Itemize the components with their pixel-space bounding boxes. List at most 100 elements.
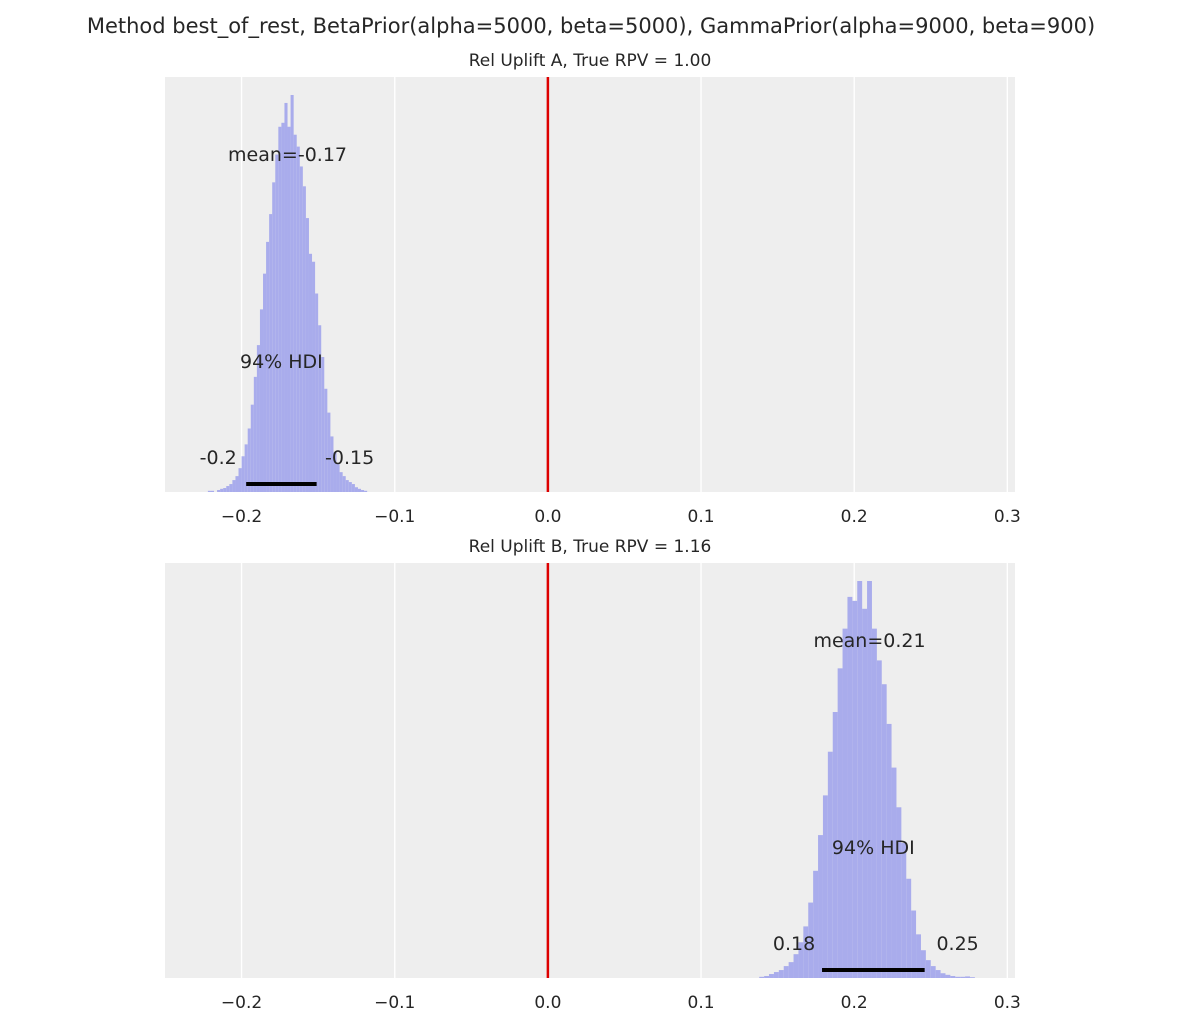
histogram-bar xyxy=(911,910,917,978)
x-tick-label: −0.2 xyxy=(221,507,262,527)
histogram-bar xyxy=(827,751,833,978)
histogram-bar xyxy=(305,218,309,492)
histogram-bar xyxy=(950,976,956,978)
histogram-bar xyxy=(769,974,774,978)
x-tick-label: −0.1 xyxy=(374,993,415,1013)
histogram-bar xyxy=(210,490,215,492)
histogram-bar xyxy=(345,480,349,492)
histogram-bar xyxy=(287,126,291,492)
x-axis-ticks: −0.2 −0.1 0.0 0.1 0.2 0.3 xyxy=(221,507,1021,527)
x-tick-label: 0.1 xyxy=(688,507,715,527)
histogram-bar xyxy=(925,960,931,978)
histogram-bar xyxy=(788,962,794,978)
mean-label: mean=0.21 xyxy=(813,630,925,652)
histogram-bar xyxy=(852,600,858,978)
histogram-bar xyxy=(955,976,961,978)
histogram-bar xyxy=(241,456,245,492)
histogram-bar xyxy=(935,970,941,978)
histogram-bar xyxy=(965,976,970,978)
histogram-bar xyxy=(253,376,257,492)
histogram-bar xyxy=(342,476,346,492)
histogram-bar xyxy=(226,486,230,492)
histogram-bar xyxy=(773,972,779,978)
histogram-bar xyxy=(315,293,319,492)
histogram-bar xyxy=(266,241,270,492)
histogram-bar xyxy=(901,843,907,978)
histogram-bar xyxy=(808,902,814,978)
histogram-bar xyxy=(281,122,285,492)
histogram-bar xyxy=(822,795,828,978)
histogram-bar xyxy=(308,253,313,492)
histogram-bar xyxy=(832,712,838,978)
mean-label: mean=-0.17 xyxy=(228,144,347,166)
histogram-bar xyxy=(891,767,897,978)
histogram-bar xyxy=(272,182,276,492)
histogram-bar xyxy=(813,870,819,978)
histogram-bar xyxy=(857,581,863,978)
hdi-low-label: 0.18 xyxy=(773,933,815,955)
histogram-bar xyxy=(327,412,331,492)
histogram-bar xyxy=(357,488,362,492)
subplot-rel-uplift-a: Rel Uplift A, True RPV = 1.00 mean=-0.17… xyxy=(165,51,1021,527)
histogram-bar xyxy=(764,976,770,978)
histogram-bar xyxy=(336,464,340,492)
histogram-bar xyxy=(296,146,300,493)
histogram-bar xyxy=(837,668,843,978)
histogram-bar xyxy=(232,480,236,492)
histogram-bar xyxy=(235,476,239,492)
histogram-bar xyxy=(862,608,868,978)
hdi-label: 94% HDI xyxy=(832,837,915,859)
histogram-bar xyxy=(333,452,337,492)
histogram-bar xyxy=(798,942,804,978)
x-tick-label: −0.1 xyxy=(374,507,415,527)
histogram-bar xyxy=(906,878,912,978)
x-axis-ticks: −0.2 −0.1 0.0 0.1 0.2 0.3 xyxy=(221,993,1021,1013)
hdi-low-label: -0.2 xyxy=(200,447,237,469)
histogram-bar xyxy=(778,970,784,978)
histogram-bar xyxy=(293,134,297,492)
histogram-bar xyxy=(876,660,882,978)
histogram-bar xyxy=(930,966,936,978)
histogram-bar xyxy=(302,186,306,492)
histogram-bar xyxy=(354,487,358,492)
histogram-bar xyxy=(278,126,282,492)
histogram-bar xyxy=(867,581,872,978)
histogram-bar xyxy=(250,404,254,492)
histogram-bar xyxy=(299,166,303,492)
histogram-bar xyxy=(351,484,355,492)
histogram-bar xyxy=(220,488,224,492)
histogram-bar xyxy=(321,357,325,492)
x-tick-label: 0.0 xyxy=(534,507,561,527)
histogram-bar xyxy=(318,325,322,492)
histogram-bar xyxy=(803,926,809,978)
hdi-high-label: 0.25 xyxy=(936,933,978,955)
histogram-bar xyxy=(348,482,352,492)
histogram-bar xyxy=(290,95,294,492)
histogram-bar xyxy=(916,934,921,978)
x-tick-label: 0.2 xyxy=(841,507,868,527)
histogram-bar xyxy=(247,428,251,492)
histogram-bar xyxy=(818,835,823,978)
histogram-bar xyxy=(847,596,853,978)
histogram-bar xyxy=(920,950,926,978)
histogram-bar xyxy=(881,684,887,978)
histogram-bar xyxy=(871,628,877,978)
hdi-high-label: -0.15 xyxy=(325,447,374,469)
histogram-bar xyxy=(263,273,267,492)
histogram-bar xyxy=(275,154,279,493)
histogram-bar xyxy=(960,976,966,978)
x-tick-label: 0.3 xyxy=(994,993,1021,1013)
histogram-bar xyxy=(886,723,892,978)
histogram-bar xyxy=(783,966,789,978)
histogram-bar xyxy=(256,345,260,492)
histogram-bar xyxy=(339,472,343,492)
histogram-bar xyxy=(207,490,211,492)
histogram-bar xyxy=(238,468,242,492)
histogram-bar xyxy=(364,490,368,492)
histogram-bar xyxy=(759,976,765,978)
histogram-bar xyxy=(969,977,975,978)
histogram xyxy=(759,581,975,978)
subplot-title: Rel Uplift B, True RPV = 1.16 xyxy=(469,537,712,557)
histogram-bar xyxy=(312,261,316,492)
histogram-bar xyxy=(269,214,273,492)
